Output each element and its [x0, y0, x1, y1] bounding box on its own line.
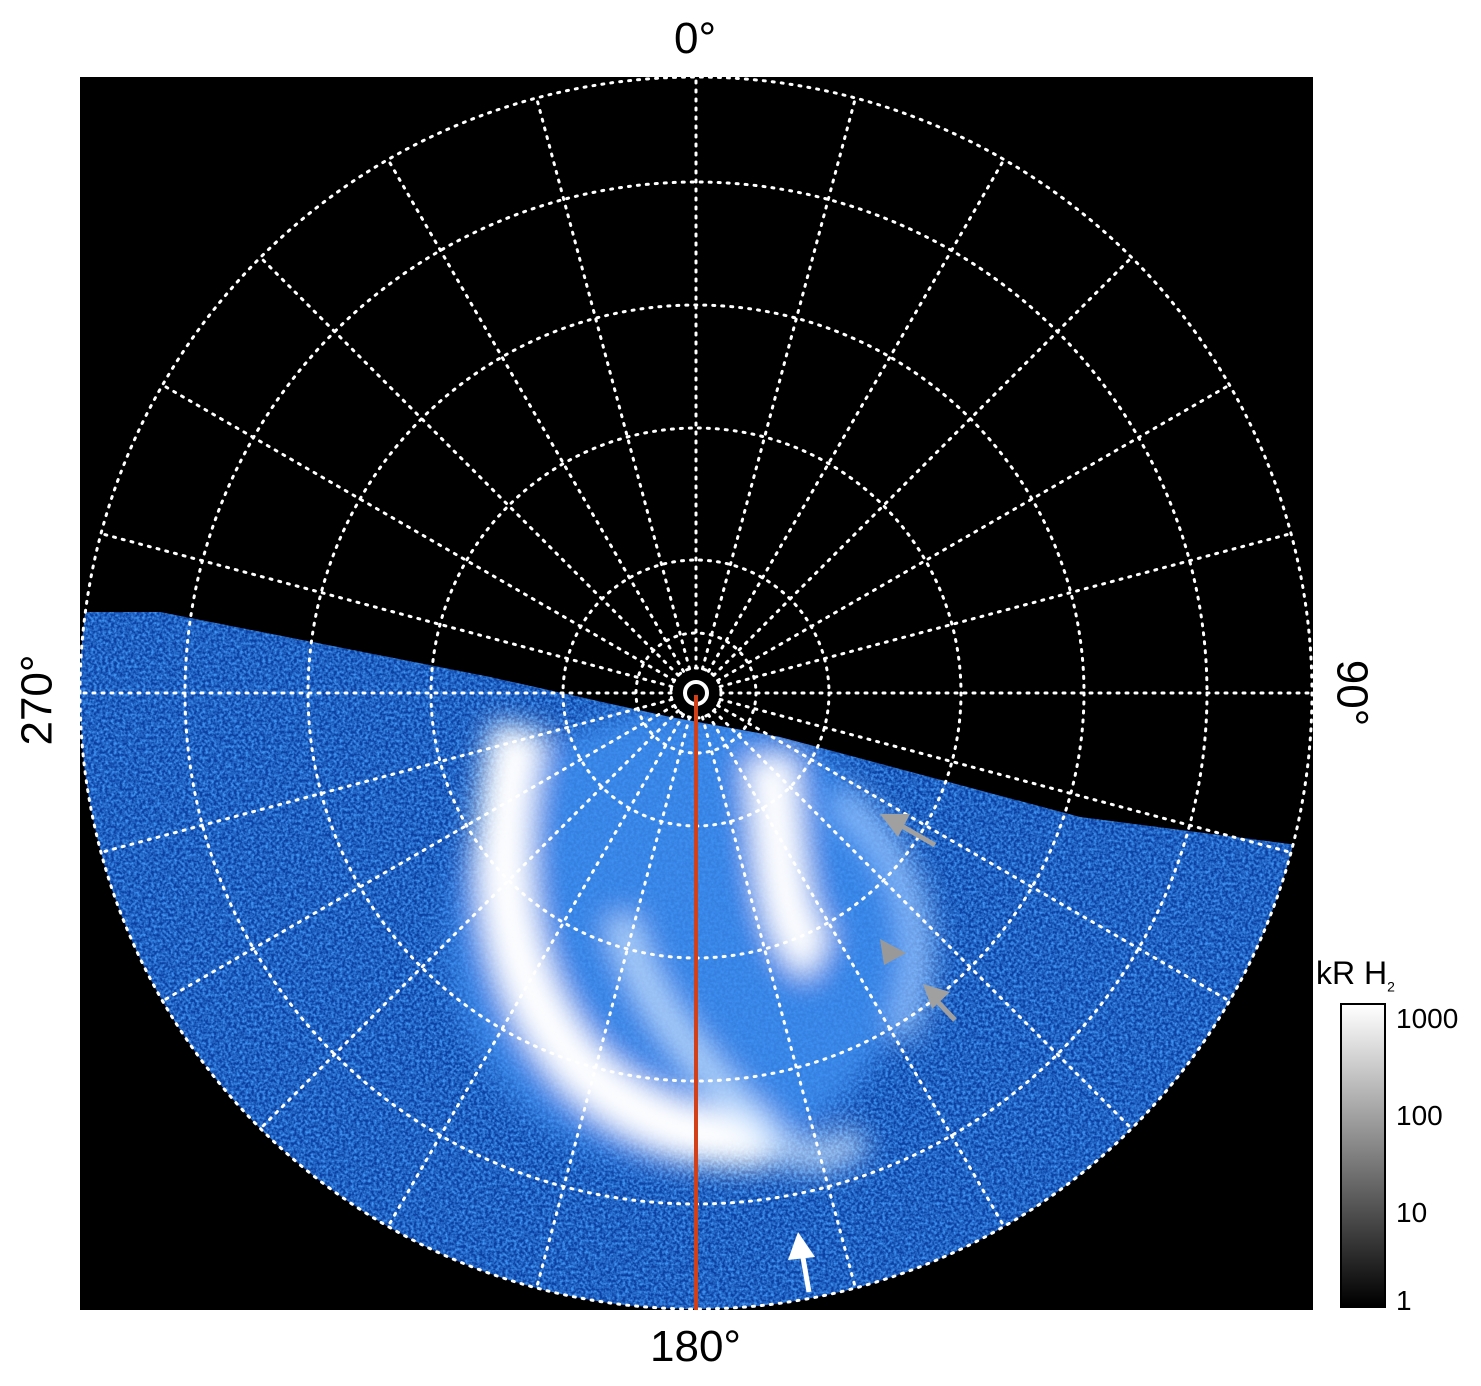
longitude-line [99, 697, 674, 854]
arrow-gray-1 [880, 814, 937, 848]
label-90deg: 90° [1327, 659, 1377, 727]
longitude-line [700, 96, 857, 671]
colorbar-tick: 1 [1396, 1285, 1412, 1316]
longitude-line [386, 158, 685, 673]
longitude-line [712, 255, 1134, 677]
longitude-line [258, 255, 680, 677]
colorbar-tick: 10 [1396, 1197, 1428, 1228]
arrow-white [788, 1232, 815, 1293]
longitude-line [718, 697, 1293, 854]
arrow-gray-3 [923, 984, 957, 1022]
longitude-line [707, 158, 1006, 673]
latitude-circle [80, 77, 1313, 1310]
longitude-line [707, 713, 1006, 1228]
longitude-line [99, 532, 674, 689]
longitude-line [716, 704, 1231, 1003]
colorbar [1340, 1003, 1386, 1308]
label-0deg: 0° [674, 14, 717, 63]
colorbar-tick: 100 [1396, 1100, 1443, 1131]
longitude-line [161, 383, 676, 682]
arrow-gray-2 [880, 939, 906, 965]
longitude-line [386, 713, 685, 1228]
longitude-line [718, 532, 1293, 689]
colorbar-tick: 1000 [1396, 1003, 1459, 1034]
longitude-line [535, 715, 692, 1290]
label-270deg: 270° [12, 654, 62, 746]
longitude-line [535, 96, 692, 671]
longitude-line [716, 383, 1231, 682]
polar-projection-map [80, 77, 1313, 1310]
longitude-line [700, 715, 857, 1290]
longitude-line [258, 709, 680, 1131]
colorbar-title: kR H2 [1316, 955, 1395, 995]
label-180deg: 180° [650, 1322, 742, 1371]
longitude-line [161, 704, 676, 1003]
longitude-line [712, 709, 1134, 1131]
